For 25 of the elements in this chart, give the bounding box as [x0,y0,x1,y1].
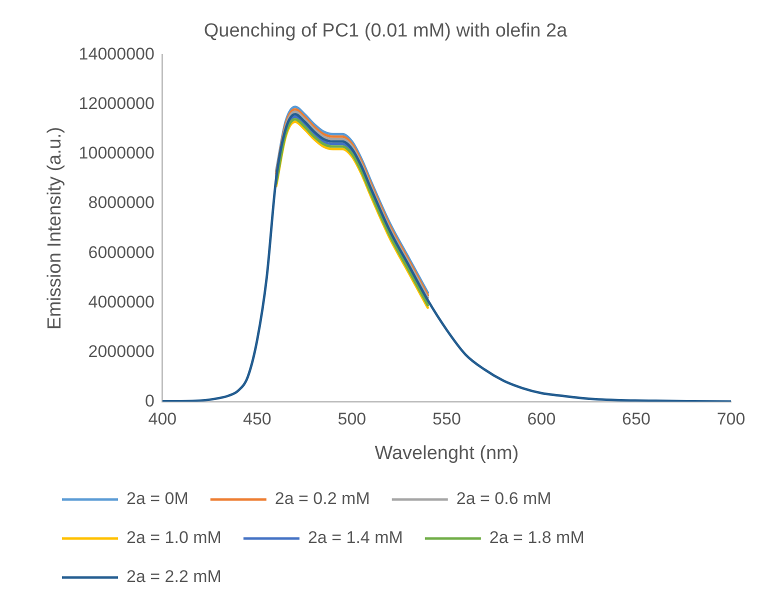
y-tick-label: 6000000 [88,242,154,262]
legend-label: 2a = 0.2 mM [274,489,370,508]
x-tick-label: 400 [148,410,177,429]
x-tick-label: 500 [338,410,366,429]
y-tick-label: 4000000 [88,292,154,312]
y-tick-label: 8000000 [88,193,154,212]
x-tick-label: 700 [716,410,746,429]
legend-label: 2a = 1.4 mM [308,528,403,548]
y-tick-label: 14000000 [78,44,154,64]
x-tick-label: 600 [527,410,556,429]
legend-label: 2a = 0M [126,489,188,508]
x-axis-title: Wavelenght (nm) [374,442,519,464]
x-tick-label: 550 [432,410,461,429]
y-tick-label: 2000000 [88,342,154,361]
legend-label: 2a = 1.8 mM [489,528,584,548]
y-tick-label: 0 [144,391,154,410]
legend-label: 2a = 2.2 mM [126,567,222,586]
legend-label: 2a = 1.0 mM [126,528,222,548]
x-tick-label: 450 [243,410,272,429]
chart-title: Quenching of PC1 (0.01 mM) with olefin 2a [204,20,568,42]
x-tick-label: 650 [622,410,650,429]
y-axis-title: Emission Intensity (a.u.) [44,126,66,330]
legend-label: 2a = 0.6 mM [456,489,552,508]
y-tick-label: 12000000 [78,94,154,114]
y-tick-label: 10000000 [78,144,154,163]
